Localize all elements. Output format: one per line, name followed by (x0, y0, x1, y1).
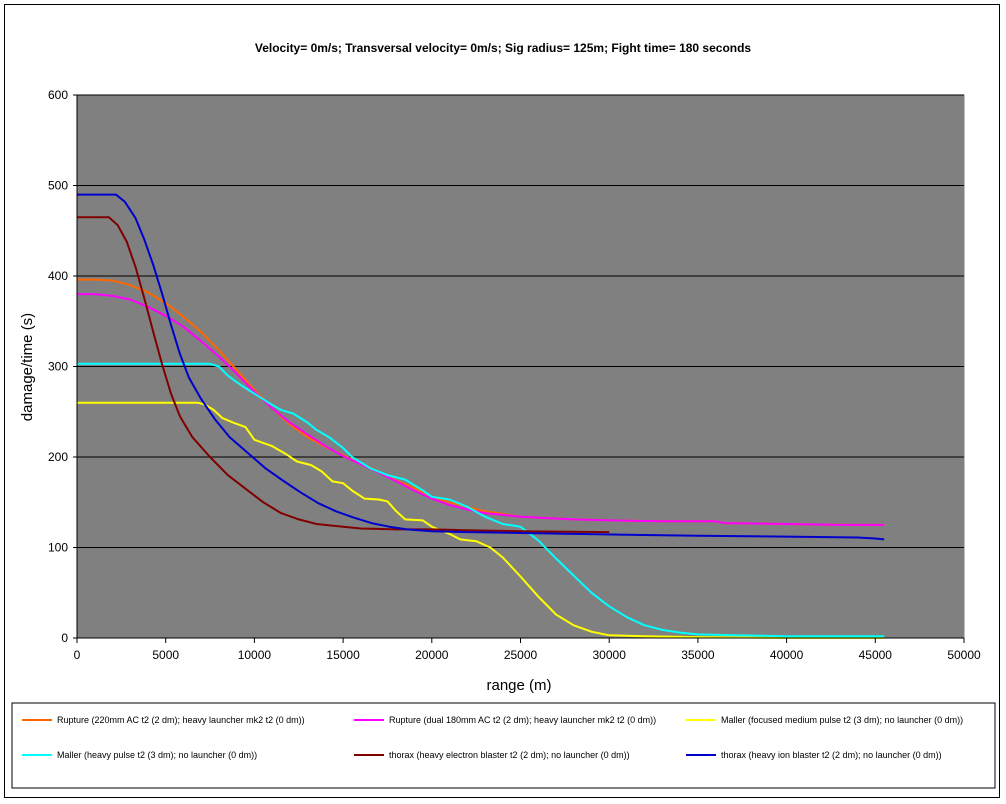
y-tick-label: 200 (48, 450, 68, 464)
series-line-4 (77, 362, 885, 638)
x-axis-title: range (m) (486, 677, 551, 694)
legend-label-2: Rupture (dual 180mm AC t2 (2 dm); heavy … (389, 715, 656, 725)
chart-title: Velocity= 0m/s; Transversal velocity= 0m… (255, 41, 752, 55)
series-layer (77, 193, 885, 639)
x-tick-label: 30000 (593, 648, 627, 662)
x-tick-label: 20000 (415, 648, 449, 662)
legend-label-1: Rupture (220mm AC t2 (2 dm); heavy launc… (57, 715, 305, 725)
y-tick-label: 400 (48, 269, 68, 283)
x-tick-label: 5000 (152, 648, 179, 662)
legend-box (11, 702, 996, 789)
x-tick-label: 45000 (859, 648, 893, 662)
legend-label-6: thorax (heavy ion blaster t2 (2 dm); no … (721, 750, 942, 760)
y-tick-label: 500 (48, 179, 68, 193)
legend-label-4: Maller (heavy pulse t2 (3 dm); no launch… (57, 750, 257, 760)
gridlines (77, 94, 964, 548)
x-tick-label: 0 (74, 648, 81, 662)
legend-label-5: thorax (heavy electron blaster t2 (2 dm)… (389, 750, 630, 760)
x-tick-label: 40000 (770, 648, 804, 662)
y-tick-label: 0 (61, 631, 68, 645)
x-tick-label: 35000 (681, 648, 715, 662)
x-tick-label: 15000 (326, 648, 360, 662)
y-tick-label: 100 (48, 541, 68, 555)
tick-labels: 0 100 200 300 400 500 600 0 5000 10000 15000 20000 2… (48, 88, 981, 662)
axes (73, 94, 965, 643)
y-tick-label: 600 (48, 88, 68, 102)
y-tick-label: 300 (48, 360, 68, 374)
x-tick-label: 50000 (947, 648, 981, 662)
series-line-6 (77, 193, 885, 541)
legend-label-3: Maller (focused medium pulse t2 (3 dm); … (721, 715, 963, 725)
series-line-5 (77, 216, 610, 534)
x-tick-label: 10000 (238, 648, 272, 662)
legend: Rupture (220mm AC t2 (2 dm); heavy launc… (22, 715, 963, 760)
x-tick-label: 25000 (504, 648, 538, 662)
series-line-2 (77, 293, 885, 526)
y-axis-title: damage/time (s) (19, 313, 36, 421)
series-line-3 (77, 401, 885, 639)
